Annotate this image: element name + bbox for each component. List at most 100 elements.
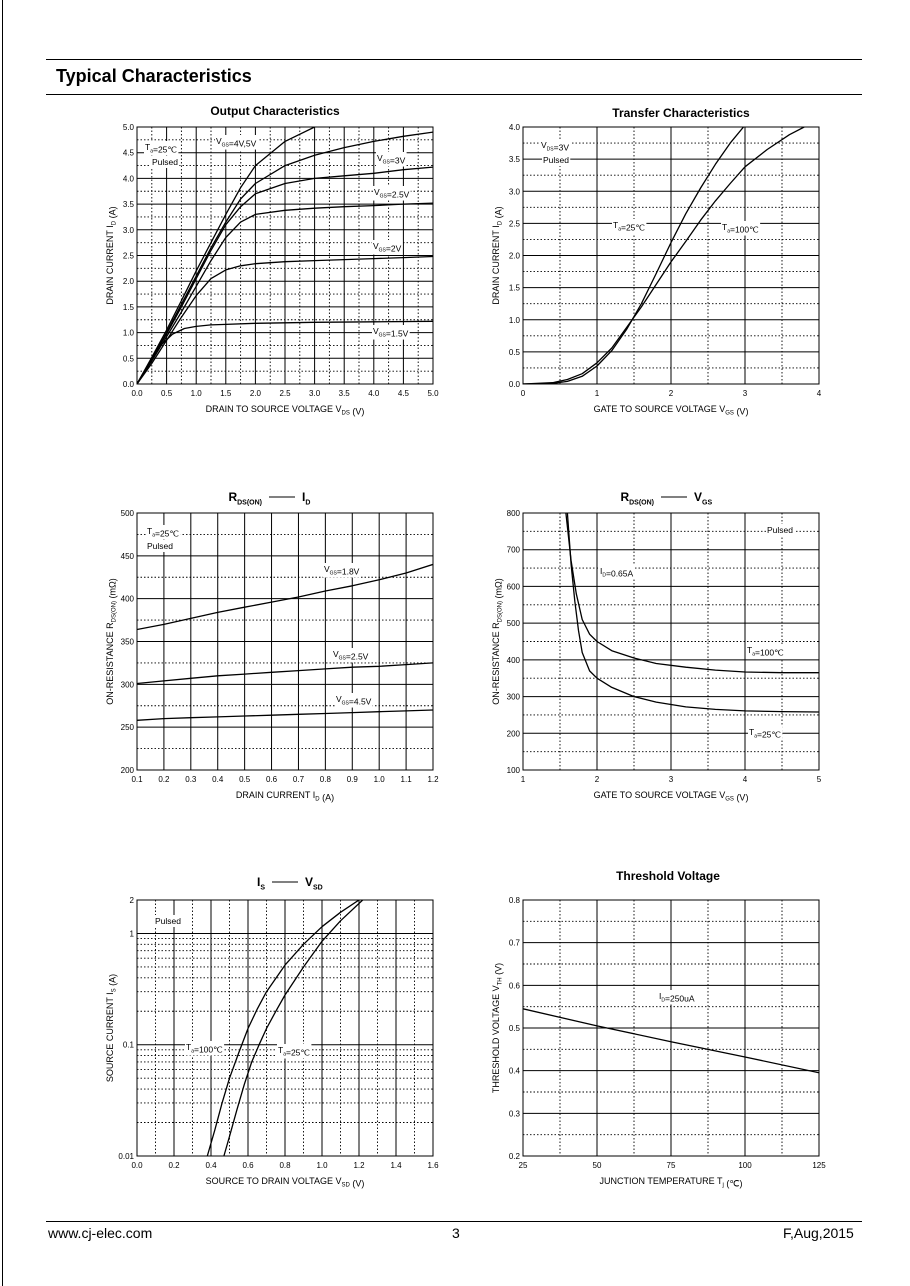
x-axis-label: GATE TO SOURCE VOLTAGE VGS (V) [594, 790, 749, 803]
y-tick-label: 2 [130, 896, 135, 905]
x-tick-label: 0.5 [239, 775, 251, 784]
x-tick-label: 0.7 [293, 775, 305, 784]
series-label: Ta=100℃ [186, 1042, 223, 1055]
y-tick-label: 0.6 [509, 981, 521, 990]
chart-title: Threshold Voltage [616, 869, 720, 883]
series-label: ID=250uA [659, 991, 695, 1004]
annotation-label: Pulsed [147, 541, 173, 551]
header-top-rule [46, 59, 862, 60]
x-tick-label: 0.2 [168, 1161, 180, 1170]
y-tick-label: 3.0 [509, 187, 521, 196]
x-axis-label: JUNCTION TEMPERATURE Tj (℃) [600, 1176, 743, 1189]
x-tick-label: 2.0 [250, 389, 262, 398]
x-tick-label: 0.0 [131, 1161, 143, 1170]
x-tick-label: 4 [743, 775, 748, 784]
series-line-1 [137, 563, 433, 631]
series-line-5 [137, 255, 433, 384]
y-tick-label: 0.5 [509, 348, 521, 357]
label-background [373, 186, 411, 201]
x-tick-label: 1 [521, 775, 526, 784]
y-tick-label: 2.0 [509, 252, 521, 261]
plot-frame [136, 512, 434, 771]
chart-4: 1 2 3 4 5 100 200 300 400 500 600 700 800 GATE TO SOU… [491, 490, 822, 803]
x-tick-label: 1.1 [401, 775, 413, 784]
x-tick-label: 0.1 [131, 775, 143, 784]
x-tick-label: 0.4 [205, 1161, 217, 1170]
x-tick-label: 0.9 [347, 775, 359, 784]
annotation-label: Pulsed [767, 525, 793, 535]
plot-frame [136, 899, 434, 1157]
series-line-2 [223, 900, 364, 1156]
header-bottom-rule [46, 94, 862, 95]
y-tick-label: 3.5 [509, 155, 521, 164]
label-background [372, 240, 403, 255]
page-border-line [2, 0, 3, 1286]
y-tick-label: 250 [121, 723, 135, 732]
footer-date-code: F,Aug,2015 [783, 1225, 854, 1241]
x-tick-label: 1.5 [220, 389, 232, 398]
x-tick-label: 0.5 [161, 389, 173, 398]
x-tick-label: 1 [595, 389, 600, 398]
chart-title-right: VGS [694, 490, 712, 507]
y-tick-label: 0.0 [123, 380, 135, 389]
annotation-label: ID=0.65A [600, 566, 634, 579]
chart-title-right: ID [302, 490, 310, 507]
x-axis-label: DRAIN CURRENT ID (A) [236, 790, 334, 803]
footer-website: www.cj-elec.com [48, 1225, 153, 1241]
series-line-1 [137, 127, 315, 384]
x-tick-label: 1.6 [427, 1161, 439, 1170]
chart-6: 25 50 75 100 125 0.2 0.3 0.4 0.5 0.6 0.7 0.8 JUNCTIO… [491, 869, 826, 1189]
x-tick-label: 3.0 [309, 389, 321, 398]
chart-title: RDS(ON) ID [228, 490, 310, 507]
series-label: VGS=2.5V [374, 187, 410, 200]
x-tick-label: 0.2 [158, 775, 170, 784]
y-axis-label: SOURCE CURRENT IS (A) [105, 974, 118, 1082]
y-tick-label: 2.0 [123, 277, 135, 286]
y-tick-label: 350 [121, 638, 135, 647]
series-line-2 [523, 127, 805, 384]
label-background [746, 644, 786, 659]
annotation-label: VDS=3V [541, 140, 569, 153]
x-tick-label: 0.6 [242, 1161, 254, 1170]
x-tick-label: 3 [743, 389, 748, 398]
plot-frame [522, 512, 820, 771]
series-label: VGS=3V [377, 153, 406, 166]
chart-3: 0.1 0.2 0.3 0.4 0.5 0.6 0.7 0.8 0.9 1.0 1.1 1.2 200 2… [105, 490, 439, 803]
y-tick-label: 1.0 [509, 316, 521, 325]
y-tick-label: 800 [507, 509, 521, 518]
label-background [151, 156, 180, 168]
x-tick-label: 125 [812, 1161, 826, 1170]
annotation-label: Pulsed [543, 155, 569, 165]
y-axis-label: ON-RESISTANCE RDS(ON) (mΩ) [491, 578, 504, 704]
y-tick-label: 2.5 [123, 252, 135, 261]
chart-title-left: RDS(ON) [228, 490, 262, 507]
chart-title-right: VSD [305, 875, 323, 892]
label-background [185, 1041, 225, 1056]
y-tick-label: 0.01 [118, 1152, 134, 1161]
x-tick-label: 5.0 [427, 389, 439, 398]
label-background [766, 524, 795, 536]
y-tick-label: 200 [121, 766, 135, 775]
plot-frame [522, 126, 820, 385]
y-tick-label: 0.5 [123, 354, 135, 363]
x-tick-label: 4 [817, 389, 822, 398]
x-tick-label: 75 [667, 1161, 676, 1170]
y-tick-label: 400 [507, 656, 521, 665]
y-tick-label: 1.5 [509, 284, 521, 293]
series-label: VGS=2.5V [333, 649, 369, 662]
label-background [372, 325, 410, 340]
label-background [540, 139, 571, 154]
footer-rule [46, 1221, 862, 1222]
label-background [612, 219, 647, 234]
series-line-1 [523, 1008, 819, 1074]
chart-title: Transfer Characteristics [612, 106, 750, 120]
y-tick-label: 700 [507, 546, 521, 555]
x-tick-label: 2 [595, 775, 600, 784]
chart-1: 0.0 0.5 1.0 1.5 2.0 2.5 3.0 3.5 4.0 4.5 5.0 0.0 0.5 1… [105, 104, 439, 417]
y-tick-label: 2.5 [509, 219, 521, 228]
y-tick-label: 0.4 [509, 1067, 521, 1076]
series-line-1 [523, 127, 745, 384]
y-tick-label: 0.2 [509, 1152, 521, 1161]
x-tick-label: 2 [669, 389, 674, 398]
chart-5: 0.0 0.2 0.4 0.6 0.8 1.0 1.2 1.4 1.6 0.01 0.1 1 2 SOUR… [105, 875, 439, 1189]
